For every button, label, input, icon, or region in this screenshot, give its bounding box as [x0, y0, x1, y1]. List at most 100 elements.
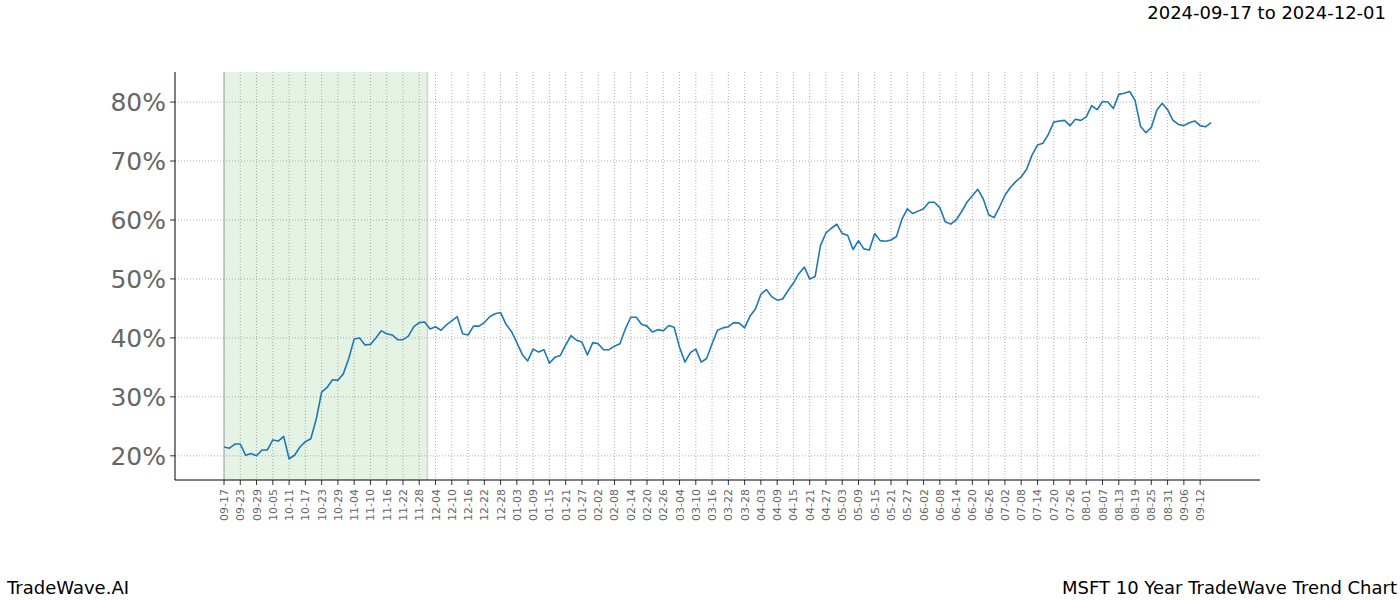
x-grid: [1053, 72, 1054, 480]
x-tick-label: 11-22: [397, 489, 410, 521]
shade-group: [224, 72, 427, 480]
y-grid: [175, 161, 1260, 162]
x-grid: [891, 72, 892, 480]
x-grid: [305, 72, 306, 480]
x-tick: [289, 480, 290, 485]
x-tick-label: 07-14: [1031, 489, 1044, 521]
x-tick: [1200, 480, 1201, 485]
x-grid: [386, 72, 387, 480]
x-grid: [988, 72, 989, 480]
x-tick-label: 09-23: [234, 489, 247, 521]
x-grid: [500, 72, 501, 480]
x-grid: [1086, 72, 1087, 480]
y-tick-label: 50%: [110, 265, 166, 294]
x-tick-label: 03-04: [674, 489, 687, 521]
x-tick: [1086, 480, 1087, 485]
x-tick: [272, 480, 273, 485]
y-tick-label: 30%: [110, 383, 166, 412]
x-tick-label: 05-27: [901, 489, 914, 521]
x-grid: [1183, 72, 1184, 480]
x-tick-label: 11-16: [381, 489, 394, 521]
x-grid: [923, 72, 924, 480]
y-axis-line: [175, 72, 176, 480]
x-tick-label: 12-16: [462, 489, 475, 521]
x-grid: [647, 72, 648, 480]
x-tick-label: 03-16: [706, 489, 719, 521]
x-tick-label: 04-21: [804, 489, 817, 521]
shaded-edge: [223, 72, 225, 480]
x-tick-label: 11-04: [348, 489, 361, 521]
x-grid: [272, 72, 273, 480]
x-tick: [1053, 480, 1054, 485]
x-tick-label: 08-07: [1097, 489, 1110, 521]
y-tick: [170, 396, 175, 397]
x-tick-label: 03-22: [722, 489, 735, 521]
x-grid: [533, 72, 534, 480]
x-tick: [435, 480, 436, 485]
x-tick: [500, 480, 501, 485]
x-grid: [728, 72, 729, 480]
x-grid: [874, 72, 875, 480]
x-tick-label: 12-22: [478, 489, 491, 521]
x-tick: [858, 480, 859, 485]
x-tick-label: 08-13: [1113, 489, 1126, 521]
x-tick-label: 11-10: [364, 489, 377, 521]
x-tick: [679, 480, 680, 485]
x-tick: [809, 480, 810, 485]
x-tick: [484, 480, 485, 485]
x-tick: [972, 480, 973, 485]
x-tick: [386, 480, 387, 485]
x-grid: [402, 72, 403, 480]
x-tick: [468, 480, 469, 485]
x-grid: [321, 72, 322, 480]
x-grid: [1135, 72, 1136, 480]
x-tick: [1004, 480, 1005, 485]
x-grid: [1200, 72, 1201, 480]
x-tick: [1118, 480, 1119, 485]
x-grid: [337, 72, 338, 480]
x-tick: [923, 480, 924, 485]
x-tick: [1167, 480, 1168, 485]
y-tick: [170, 102, 175, 103]
y-tick-label: 40%: [110, 324, 166, 353]
x-tick-label: 09-17: [218, 489, 231, 521]
x-grid: [630, 72, 631, 480]
x-tick-label: 02-20: [641, 489, 654, 521]
x-tick: [240, 480, 241, 485]
x-grid: [842, 72, 843, 480]
x-tick-label: 01-21: [560, 489, 573, 521]
x-grid: [1069, 72, 1070, 480]
x-grid: [549, 72, 550, 480]
x-tick-label: 12-28: [495, 489, 508, 521]
x-tick: [1135, 480, 1136, 485]
x-tick: [565, 480, 566, 485]
x-tick-label: 01-15: [543, 489, 556, 521]
x-tick-label: 09-29: [251, 489, 264, 521]
x-tick-label: 07-26: [1064, 489, 1077, 521]
x-tick-label: 01-27: [576, 489, 589, 521]
x-grid: [614, 72, 615, 480]
x-tick: [988, 480, 989, 485]
x-tick-label: 04-15: [787, 489, 800, 521]
x-tick: [630, 480, 631, 485]
x-tick-label: 08-01: [1080, 489, 1093, 521]
x-tick-label: 09-06: [1178, 489, 1191, 521]
x-tick: [549, 480, 550, 485]
x-tick-label: 05-03: [836, 489, 849, 521]
x-tick-label: 11-28: [413, 489, 426, 521]
x-tick: [777, 480, 778, 485]
x-grid: [744, 72, 745, 480]
x-tick-label: 02-26: [657, 489, 670, 521]
x-tick: [402, 480, 403, 485]
x-tick-label: 02-14: [625, 489, 638, 521]
trend-line: [224, 91, 1211, 458]
x-grid: [598, 72, 599, 480]
x-tick: [825, 480, 826, 485]
x-grid: [451, 72, 452, 480]
x-grid: [484, 72, 485, 480]
x-tick: [793, 480, 794, 485]
x-grid: [435, 72, 436, 480]
x-tick: [533, 480, 534, 485]
x-grid: [712, 72, 713, 480]
y-tick: [170, 219, 175, 220]
